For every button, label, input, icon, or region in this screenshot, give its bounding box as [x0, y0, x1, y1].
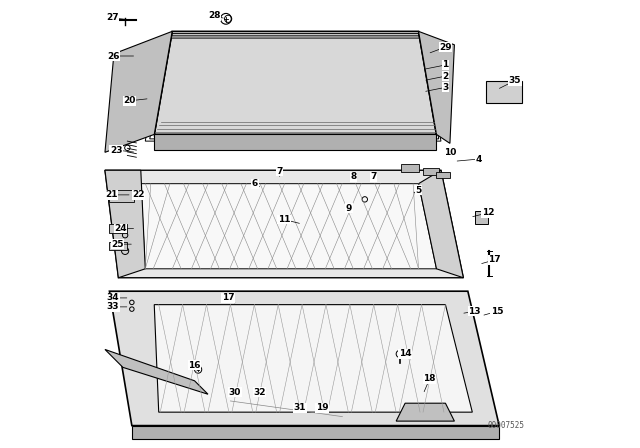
Polygon shape [105, 31, 172, 152]
Text: 7: 7 [276, 167, 283, 176]
Text: 13: 13 [468, 307, 481, 316]
Text: 27: 27 [106, 13, 118, 22]
Text: 28: 28 [209, 11, 221, 20]
Polygon shape [154, 134, 436, 150]
Text: 1: 1 [442, 60, 449, 69]
Polygon shape [475, 211, 488, 224]
Polygon shape [419, 31, 454, 143]
Polygon shape [109, 224, 127, 233]
Text: 5: 5 [415, 186, 422, 195]
Text: 9: 9 [346, 204, 352, 213]
Text: 3: 3 [442, 83, 449, 92]
Text: 6: 6 [252, 179, 258, 188]
Polygon shape [486, 81, 522, 103]
Text: 00007525: 00007525 [488, 421, 525, 430]
Text: 30: 30 [228, 388, 241, 396]
Polygon shape [109, 190, 134, 202]
Polygon shape [401, 164, 419, 172]
Text: 14: 14 [399, 349, 412, 358]
Polygon shape [141, 184, 436, 269]
Text: 23: 23 [110, 146, 122, 155]
Text: 25: 25 [111, 240, 124, 249]
Text: 26: 26 [107, 52, 119, 60]
Text: 8: 8 [351, 172, 356, 181]
Text: 21: 21 [106, 190, 118, 199]
Polygon shape [105, 349, 208, 394]
Text: 20: 20 [124, 96, 136, 105]
Text: 35: 35 [509, 76, 521, 85]
Polygon shape [419, 170, 463, 278]
Polygon shape [423, 168, 439, 175]
Text: 19: 19 [316, 403, 328, 412]
Text: 18: 18 [424, 374, 436, 383]
Text: 17: 17 [488, 255, 501, 264]
Text: 33: 33 [107, 302, 119, 311]
Text: 32: 32 [253, 388, 266, 396]
Text: 17: 17 [222, 293, 234, 302]
Text: 31: 31 [294, 403, 306, 412]
Polygon shape [105, 170, 463, 278]
Polygon shape [109, 291, 499, 426]
Text: 15: 15 [491, 307, 503, 316]
Polygon shape [105, 170, 145, 278]
Text: 2: 2 [442, 72, 449, 81]
Text: 22: 22 [132, 190, 145, 199]
Text: 11: 11 [278, 215, 291, 224]
Text: 24: 24 [115, 224, 127, 233]
Text: 10: 10 [444, 148, 456, 157]
Polygon shape [132, 426, 499, 439]
Polygon shape [396, 403, 454, 421]
Text: 29: 29 [439, 43, 452, 52]
Text: 4: 4 [476, 155, 482, 164]
Text: 34: 34 [107, 293, 119, 302]
Polygon shape [436, 172, 450, 178]
Polygon shape [154, 31, 436, 134]
Polygon shape [154, 305, 472, 412]
Polygon shape [109, 242, 127, 250]
Text: 12: 12 [482, 208, 494, 217]
Text: 16: 16 [188, 361, 201, 370]
Text: 7: 7 [371, 172, 377, 181]
